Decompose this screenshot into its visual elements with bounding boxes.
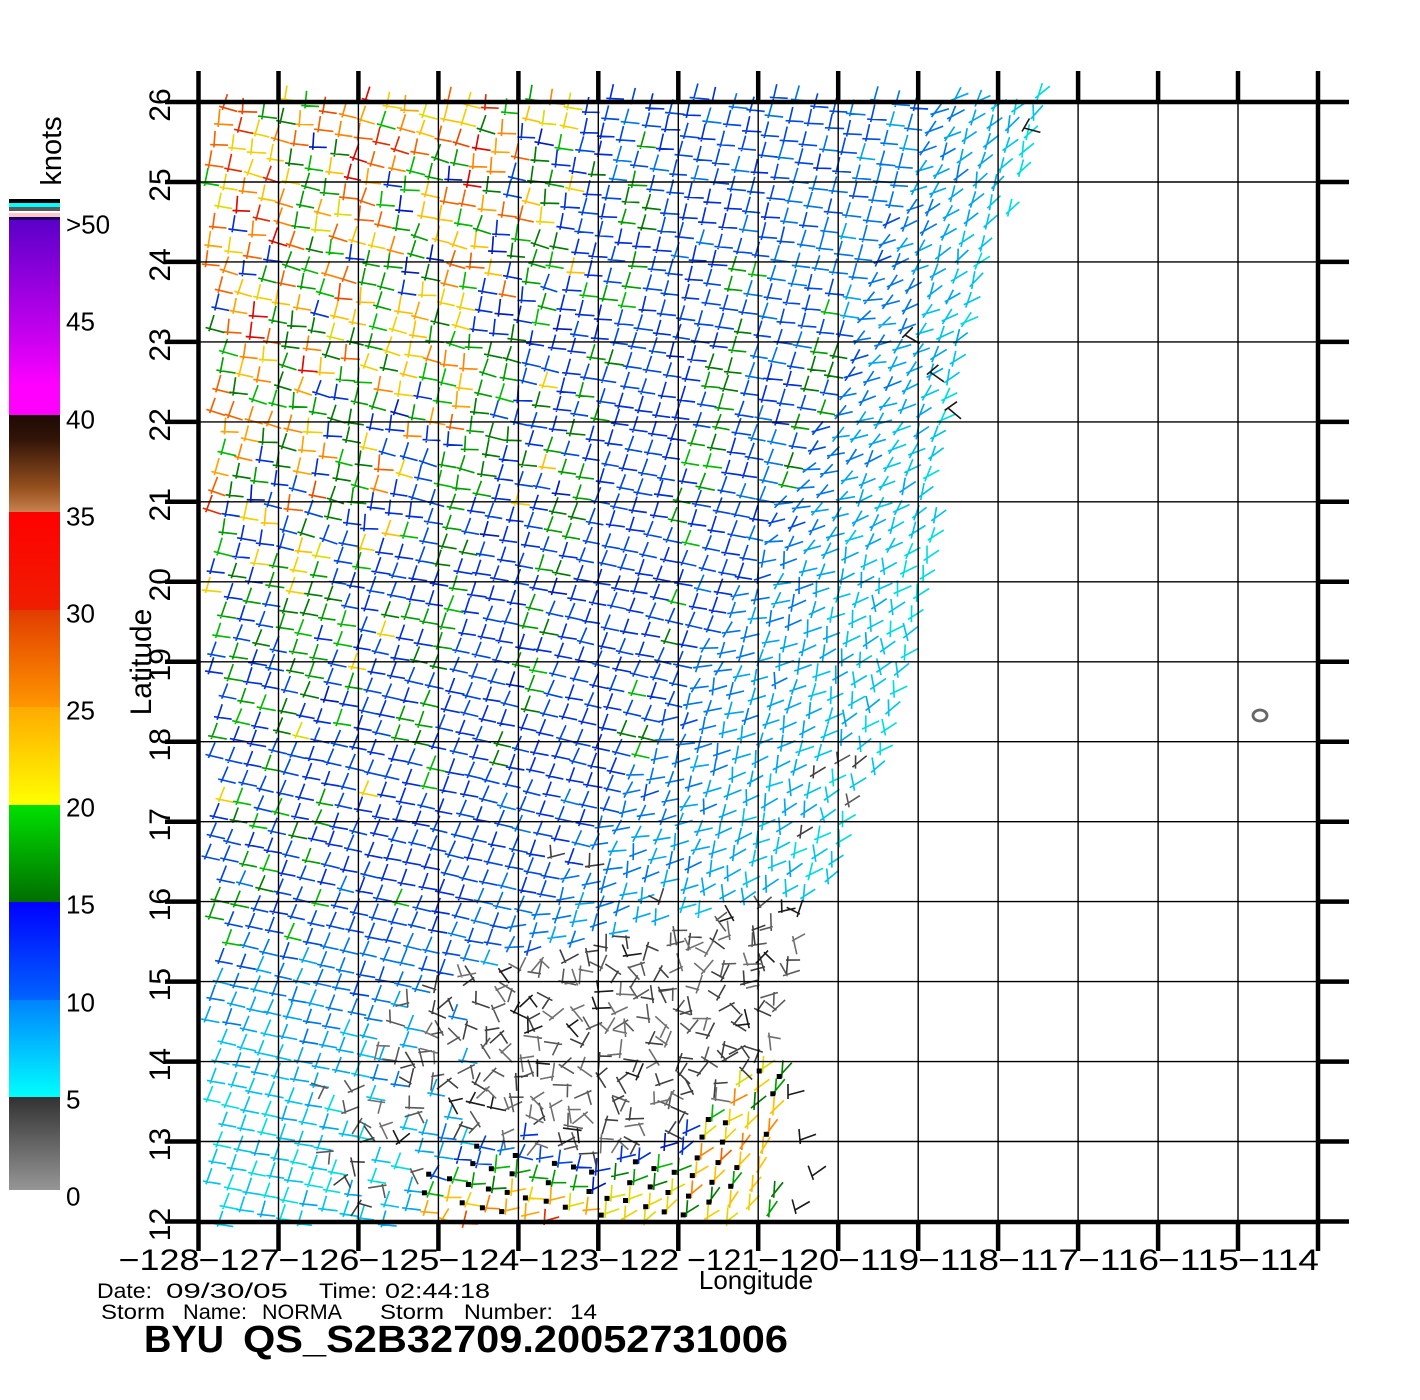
- svg-text:>50: >50: [66, 210, 110, 240]
- svg-text:40: 40: [66, 405, 95, 435]
- svg-text:−119: −119: [838, 1244, 919, 1277]
- svg-text:Longitude: Longitude: [699, 1265, 813, 1295]
- svg-text:15: 15: [144, 968, 177, 1001]
- svg-text:−118: −118: [918, 1244, 999, 1277]
- svg-text:−115: −115: [1158, 1244, 1239, 1277]
- svg-text:45: 45: [66, 307, 95, 337]
- svg-text:30: 30: [66, 599, 95, 629]
- svg-text:13: 13: [144, 1128, 177, 1161]
- svg-text:09/30/05: 09/30/05: [166, 1280, 288, 1303]
- svg-text:−122: −122: [598, 1244, 679, 1277]
- svg-text:−121: −121: [687, 1244, 759, 1277]
- svg-text:22: 22: [144, 408, 177, 441]
- svg-text:17: 17: [144, 808, 177, 841]
- svg-text:24: 24: [144, 248, 177, 281]
- svg-text:−126: −126: [278, 1244, 359, 1277]
- svg-text:QS_S2B32709.20052731006: QS_S2B32709.20052731006: [243, 1319, 788, 1361]
- svg-text:−128: −128: [119, 1244, 200, 1277]
- svg-text:21: 21: [144, 488, 177, 521]
- svg-text:18: 18: [144, 728, 177, 761]
- svg-text:−120: −120: [758, 1244, 839, 1277]
- svg-text:10: 10: [66, 988, 95, 1018]
- svg-text:Latitude: Latitude: [125, 609, 158, 716]
- svg-text:−125: −125: [358, 1244, 439, 1277]
- svg-text:23: 23: [144, 328, 177, 361]
- svg-text:25: 25: [144, 168, 177, 201]
- svg-text:Storm: Storm: [380, 1301, 444, 1324]
- svg-text:Time:: Time:: [319, 1280, 377, 1303]
- svg-text:Name:: Name:: [183, 1301, 247, 1324]
- svg-text:02:44:18: 02:44:18: [385, 1280, 490, 1303]
- svg-text:15: 15: [66, 890, 95, 920]
- svg-text:−127: −127: [199, 1244, 280, 1277]
- svg-text:5: 5: [66, 1085, 80, 1115]
- svg-text:0: 0: [66, 1182, 80, 1212]
- svg-text:Date:: Date:: [97, 1280, 152, 1303]
- svg-text:−123: −123: [518, 1244, 599, 1277]
- svg-text:14: 14: [570, 1301, 597, 1324]
- svg-text:26: 26: [144, 88, 177, 121]
- svg-text:20: 20: [66, 793, 95, 823]
- svg-text:−124: −124: [438, 1244, 519, 1277]
- svg-text:Storm: Storm: [101, 1301, 165, 1324]
- svg-text:25: 25: [66, 696, 95, 726]
- svg-text:−116: −116: [1078, 1244, 1159, 1277]
- svg-text:35: 35: [66, 502, 95, 532]
- svg-text:−114: −114: [1238, 1244, 1319, 1277]
- svg-text:NORMA: NORMA: [262, 1301, 342, 1324]
- svg-text:BYU: BYU: [144, 1319, 224, 1361]
- svg-text:14: 14: [144, 1048, 177, 1081]
- svg-text:19: 19: [144, 648, 177, 681]
- svg-text:Number:: Number:: [464, 1301, 553, 1324]
- svg-text:knots: knots: [36, 116, 68, 185]
- svg-text:20: 20: [144, 568, 177, 601]
- svg-text:−117: −117: [998, 1244, 1079, 1277]
- svg-text:16: 16: [144, 888, 177, 921]
- svg-text:12: 12: [144, 1208, 177, 1241]
